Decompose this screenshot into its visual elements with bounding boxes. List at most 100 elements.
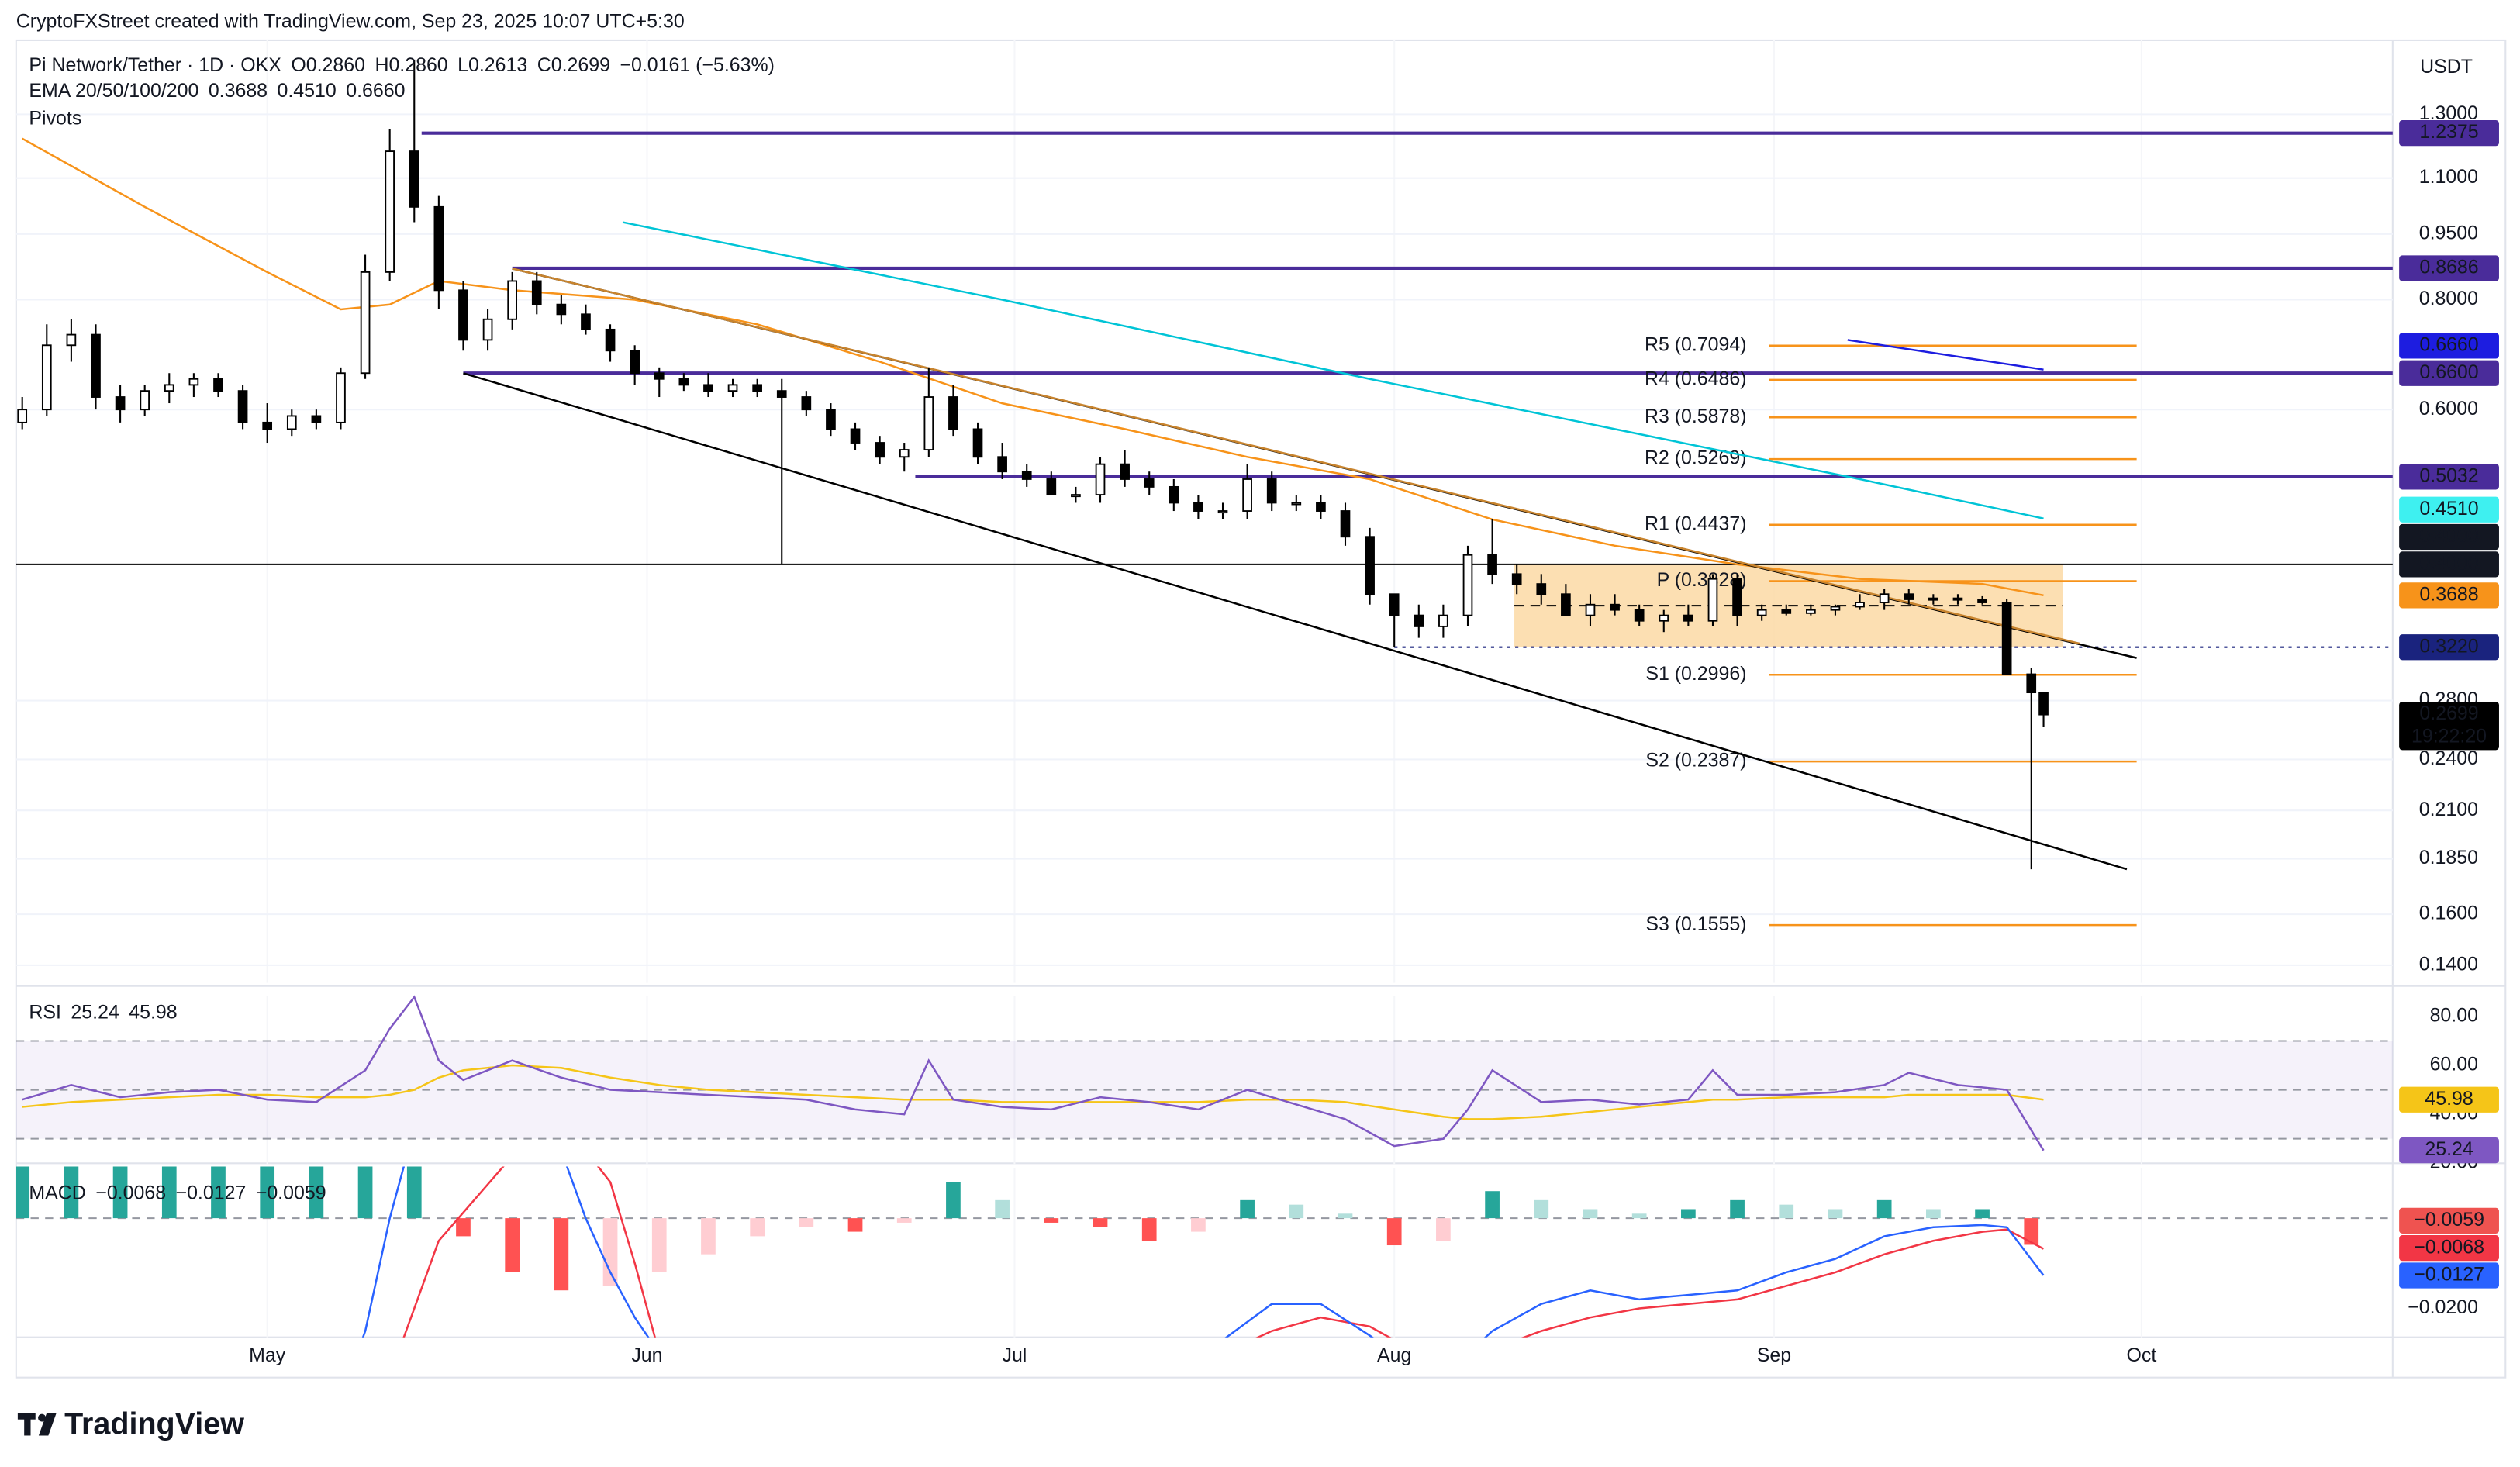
candle-body xyxy=(1316,502,1326,512)
x-tick-label: Oct xyxy=(2127,1344,2157,1366)
candle-body xyxy=(1707,578,1718,622)
price-badge xyxy=(2399,120,2499,147)
legend-text: 0.3688 xyxy=(209,80,268,102)
y-tick-label: 0.2100 xyxy=(2419,799,2478,820)
candle-body xyxy=(1389,593,1400,616)
legend-text: L0.2613 xyxy=(457,54,527,76)
candle-body xyxy=(409,150,419,208)
macd-line xyxy=(402,1166,2045,1338)
candle-body xyxy=(678,378,689,386)
candle-body xyxy=(237,390,248,423)
candle-body xyxy=(1830,606,1841,611)
candle-body xyxy=(1071,494,1081,498)
watermark: CryptoFXStreet created with TradingView.… xyxy=(16,11,685,33)
macd-line xyxy=(361,1166,2045,1338)
price-badge-label: 0.2699 xyxy=(2419,702,2478,724)
candle-body xyxy=(360,271,371,375)
macd-histogram-bar xyxy=(1730,1199,1745,1219)
price-badge xyxy=(2399,496,2499,523)
candle-body xyxy=(336,372,346,423)
candle-body xyxy=(433,205,444,292)
candle-body xyxy=(1756,609,1767,616)
legend-text: H0.2860 xyxy=(375,54,447,76)
countdown: 19:22:20 xyxy=(2411,725,2487,747)
price-badge-label: 0.4510 xyxy=(2419,498,2478,519)
currency: USDT xyxy=(2420,56,2473,78)
macd-histogram-bar xyxy=(1093,1218,1108,1227)
ema-line xyxy=(22,137,2044,597)
candle-body xyxy=(948,396,958,430)
legend-text: RSI xyxy=(29,1002,61,1023)
candle-body xyxy=(1242,478,1252,512)
candle-body xyxy=(727,384,738,392)
macd-histogram-bar xyxy=(1485,1191,1500,1219)
y-tick-label: 0.1600 xyxy=(2419,903,2478,924)
candle-body xyxy=(1732,578,1742,616)
macd-histogram-bar xyxy=(1386,1218,1402,1246)
legend-text: Pi Network/Tether · 1D · OKX xyxy=(29,54,281,76)
candle-body xyxy=(752,384,762,392)
macd-histogram-bar xyxy=(701,1218,716,1255)
price-badge xyxy=(2399,333,2499,359)
candle-body xyxy=(1291,502,1302,506)
legend-text: O0.2860 xyxy=(291,54,365,76)
macd-histogram-bar xyxy=(651,1218,667,1272)
logo-mark xyxy=(17,1413,57,1436)
macd-histogram-bar xyxy=(161,1166,177,1219)
pivot-label: S1 (0.2996) xyxy=(1645,663,1746,685)
ema-line xyxy=(1847,339,2044,371)
macd-histogram-bar xyxy=(799,1218,814,1227)
candle-body xyxy=(605,328,616,352)
y-tick-label: 0.6000 xyxy=(2419,398,2478,419)
macd-histogram-bar xyxy=(1681,1209,1696,1219)
candle-body xyxy=(875,442,885,458)
candle-body xyxy=(1046,478,1057,496)
y-tick-label: 0.1400 xyxy=(2419,953,2478,975)
macd-histogram-bar xyxy=(2024,1218,2039,1245)
price-badge-label: 1.2375 xyxy=(2419,121,2478,143)
pivot-label: S3 (0.1555) xyxy=(1645,913,1746,935)
trendline xyxy=(463,372,2128,871)
legend-text: −0.0059 xyxy=(256,1182,326,1203)
price-badge-label: 0.5032 xyxy=(2419,464,2478,486)
price-badge xyxy=(2399,551,2499,578)
price-badge-label: −0.0059 xyxy=(2414,1209,2484,1231)
price-badge xyxy=(2399,255,2499,281)
candle-body xyxy=(1414,614,1424,627)
candle-body xyxy=(1169,485,1179,504)
candle-body xyxy=(850,428,861,444)
candle-body xyxy=(17,409,28,423)
y-tick-label: 60.00 xyxy=(2430,1054,2478,1075)
candle-body xyxy=(1487,554,1497,575)
candle-body xyxy=(2038,692,2049,716)
price-badge xyxy=(2399,1235,2499,1262)
macd-histogram-bar xyxy=(1240,1199,1255,1219)
candle-body xyxy=(311,415,322,423)
candle-body xyxy=(1144,478,1155,488)
macd-histogram-bar xyxy=(1338,1213,1353,1219)
price-badge xyxy=(2399,1262,2499,1289)
macd-histogram-bar xyxy=(112,1166,128,1219)
candle-body xyxy=(1561,593,1571,616)
macd-histogram-bar xyxy=(1289,1204,1304,1219)
candle-body xyxy=(1610,603,1620,611)
macd-histogram-bar xyxy=(847,1218,863,1232)
price-badge-label: 0.3220 xyxy=(2419,635,2478,657)
candle-body xyxy=(1585,603,1596,616)
candle-body xyxy=(1365,536,1375,595)
candle-body xyxy=(801,396,812,411)
price-badge-label: −0.0127 xyxy=(2414,1264,2484,1286)
candle-body xyxy=(581,313,591,330)
legend-text: −0.0068 xyxy=(95,1182,166,1203)
price-badge-label: 0.3688 xyxy=(2419,583,2478,605)
rsi-line xyxy=(22,995,2045,1151)
price-badge xyxy=(2399,464,2499,490)
candle-body xyxy=(164,384,174,392)
rsi-line xyxy=(22,1064,2044,1120)
candle-body xyxy=(1536,583,1547,595)
macd-histogram-bar xyxy=(554,1218,569,1291)
price-badge-label: 0.6660 xyxy=(2419,333,2478,355)
candle-body xyxy=(507,280,518,320)
